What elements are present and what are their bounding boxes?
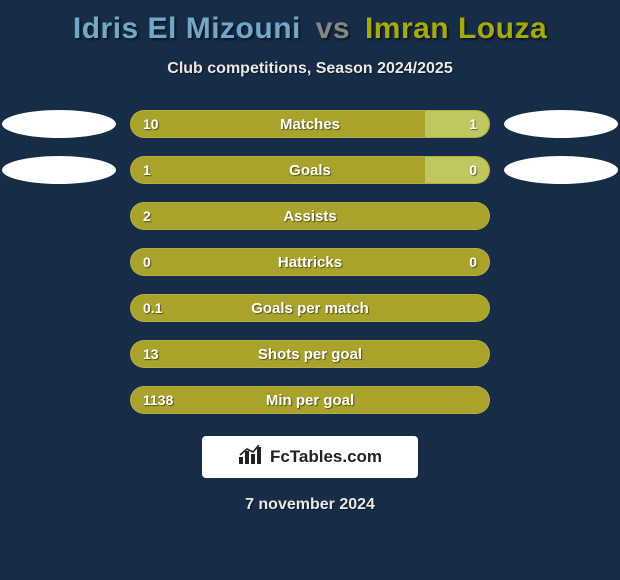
comparison-title: Idris El Mizouni vs Imran Louza	[0, 0, 620, 46]
stat-value-left: 1	[131, 157, 163, 183]
stat-value-left: 0.1	[131, 295, 174, 321]
stat-bar: 101Matches	[130, 110, 490, 138]
player2-name: Imran Louza	[365, 12, 547, 45]
stat-label: Assists	[131, 203, 489, 229]
stat-row: 0 0Hattricks	[0, 248, 620, 276]
player2-logo-oval	[504, 110, 618, 138]
player2-logo-oval	[504, 156, 618, 184]
brand-text: FcTables.com	[270, 447, 382, 467]
stat-value-left: 0	[131, 249, 163, 275]
stat-value-right: 0	[457, 157, 489, 183]
stat-value-left: 13	[131, 341, 171, 367]
stat-bar: 1138Min per goal	[130, 386, 490, 414]
bar-chart-icon	[238, 445, 264, 470]
stat-bar: 0 0Hattricks	[130, 248, 490, 276]
stat-rows: 101Matches10Goals2Assists00Hattricks0.1G…	[0, 110, 620, 414]
stat-value-left: 2	[131, 203, 163, 229]
stat-value-left: 1138	[131, 387, 185, 413]
stat-value-right: 1	[457, 111, 489, 137]
stat-row: 1138Min per goal	[0, 386, 620, 414]
player1-logo-oval	[2, 156, 116, 184]
player1-logo-oval	[2, 110, 116, 138]
vs-label: vs	[316, 12, 350, 45]
stat-value-right: 0	[457, 249, 489, 275]
date-label: 7 november 2024	[0, 496, 620, 514]
stat-label: Shots per goal	[131, 341, 489, 367]
stat-label: Goals per match	[131, 295, 489, 321]
stat-row: 101Matches	[0, 110, 620, 138]
stat-row: 10Goals	[0, 156, 620, 184]
stat-label: Hattricks	[131, 249, 489, 275]
stat-bar: 2Assists	[130, 202, 490, 230]
stat-row: 13Shots per goal	[0, 340, 620, 368]
stat-row: 0.1Goals per match	[0, 294, 620, 322]
brand-badge: FcTables.com	[202, 436, 418, 478]
subtitle: Club competitions, Season 2024/2025	[0, 60, 620, 78]
stat-bar: 0.1Goals per match	[130, 294, 490, 322]
stat-value-left: 10	[131, 111, 171, 137]
player1-name: Idris El Mizouni	[73, 12, 301, 45]
stat-bar: 10Goals	[130, 156, 490, 184]
stat-bar: 13Shots per goal	[130, 340, 490, 368]
stat-row: 2Assists	[0, 202, 620, 230]
